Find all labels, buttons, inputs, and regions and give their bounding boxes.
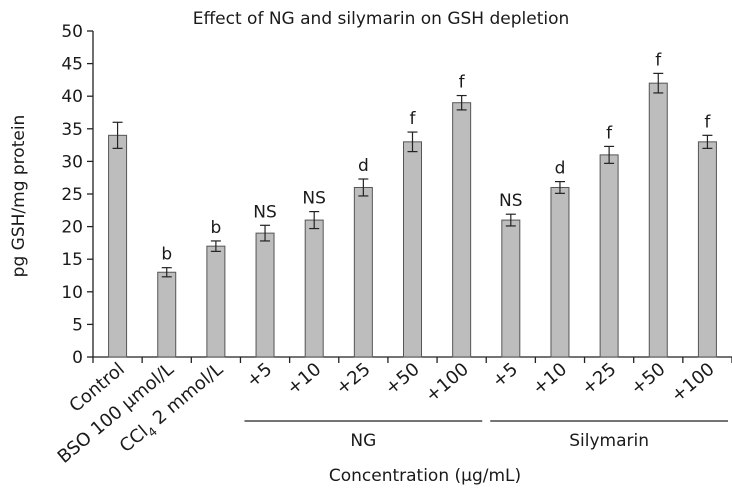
x-tick-label: +50	[381, 359, 424, 400]
x-tick-label: +25	[332, 359, 375, 400]
significance-label: f	[410, 109, 417, 129]
bar-8	[501, 219, 521, 358]
plot-area: 05101520253035404550bbNSNSdffNSdfffContr…	[54, 22, 732, 468]
significance-label: f	[459, 73, 466, 93]
x-tick-label: +5	[488, 359, 522, 392]
y-tick-label: 20	[61, 218, 83, 238]
significance-label: NS	[302, 189, 326, 209]
significance-label: f	[655, 50, 662, 70]
y-axis-label: pg GSH/mg protein	[9, 115, 29, 278]
x-tick-label: +100	[421, 359, 472, 407]
significance-label: NS	[499, 191, 523, 211]
significance-label: d	[358, 156, 369, 176]
y-tick-label: 40	[61, 87, 83, 107]
x-tick-label: +25	[578, 359, 621, 400]
significance-label: NS	[253, 202, 277, 222]
y-tick-label: 15	[61, 250, 83, 270]
significance-label: b	[210, 218, 221, 238]
y-tick-label: 0	[72, 348, 83, 368]
y-tick-label: 5	[72, 315, 83, 335]
y-tick-label: 45	[61, 55, 83, 75]
y-tick-label: 50	[61, 22, 83, 42]
y-tick-label: 10	[61, 283, 83, 303]
y-tick-label: 35	[61, 120, 83, 140]
chart-title: Effect of NG and silymarin on GSH deplet…	[193, 9, 570, 29]
bar-4	[304, 219, 324, 358]
bar-3	[255, 232, 275, 358]
group-label: NG	[350, 431, 376, 451]
bar-11	[648, 82, 668, 358]
group-label: Silymarin	[569, 431, 649, 451]
y-tick-label: 25	[61, 185, 83, 205]
bar-2	[206, 245, 226, 358]
x-axis-label: Concentration (μg/mL)	[329, 466, 521, 486]
significance-label: f	[704, 112, 711, 132]
bar-7	[452, 102, 472, 358]
x-tick-label: +10	[283, 359, 326, 400]
x-tick-label: +50	[627, 359, 670, 400]
significance-label: b	[161, 245, 172, 265]
significance-label: f	[606, 123, 613, 143]
bar-6	[403, 141, 422, 358]
x-tick-label: +5	[242, 359, 276, 392]
y-tick-label: 30	[61, 152, 83, 172]
x-tick-label: +100	[667, 359, 718, 407]
x-tick-label: +10	[529, 359, 572, 400]
bar-9	[550, 186, 570, 358]
significance-label: d	[555, 159, 566, 179]
bar-5	[353, 186, 373, 358]
bar-1	[157, 271, 177, 358]
bar-12	[697, 141, 717, 358]
bar-10	[599, 154, 619, 358]
bar-0	[108, 134, 128, 358]
